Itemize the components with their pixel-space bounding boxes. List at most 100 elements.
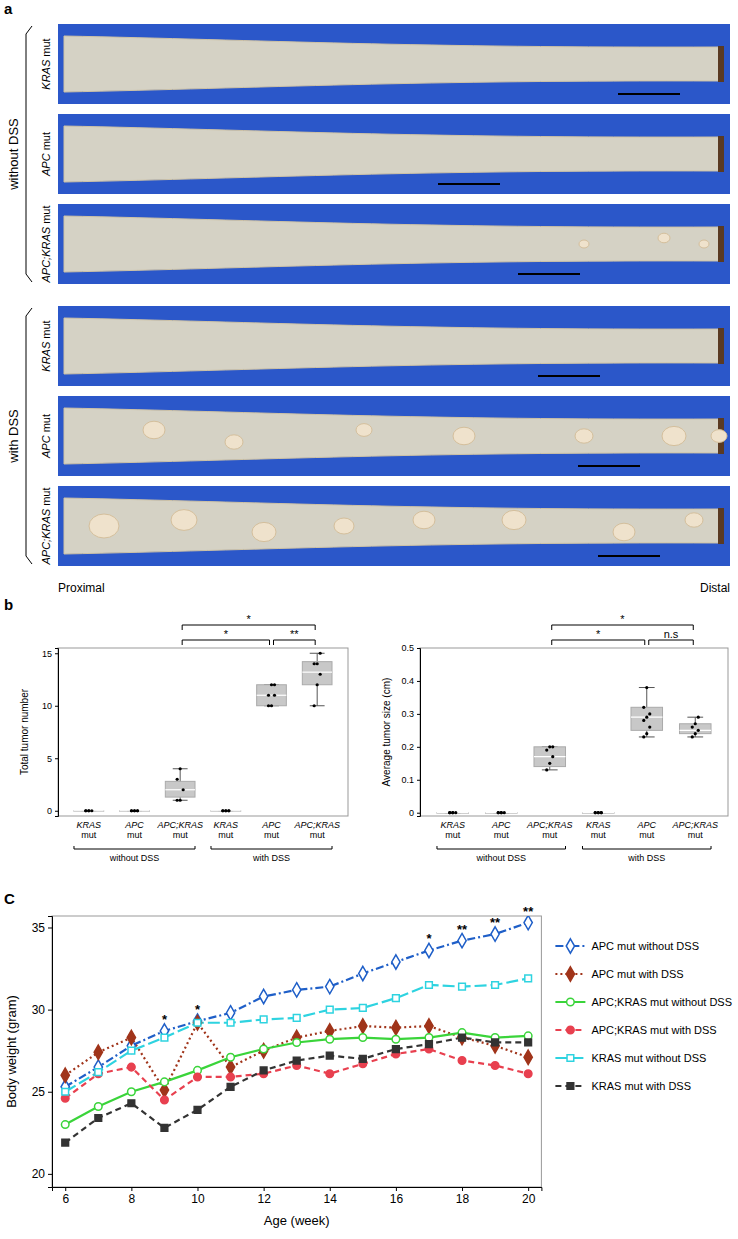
point (548, 745, 551, 748)
plot-area (61, 916, 532, 1146)
whisker-cap (310, 653, 325, 654)
marker (259, 1043, 267, 1057)
marker (392, 1035, 400, 1043)
tick: 12 (257, 1187, 271, 1206)
tick: 0 (47, 806, 58, 816)
marker (491, 1062, 499, 1070)
tick-mark (417, 681, 420, 682)
point (551, 755, 554, 758)
point (497, 811, 500, 814)
row-label: APC mut (40, 132, 52, 177)
point (545, 749, 548, 752)
tick-label: 0.2 (401, 742, 414, 752)
tumor (171, 510, 197, 531)
category-label: KRASmut (214, 820, 239, 840)
marker (95, 1069, 102, 1076)
tumor (356, 424, 372, 437)
colon-end (718, 508, 724, 544)
category-label: KRASmut (440, 820, 465, 840)
point (270, 683, 273, 686)
point (224, 809, 227, 812)
tick-mark (417, 780, 420, 781)
tick: 15 (42, 649, 58, 659)
y-axis: 00.10.20.30.40.5 (401, 643, 420, 818)
point (500, 811, 503, 814)
point (273, 683, 276, 686)
whisker-cap (687, 736, 703, 737)
colon (64, 36, 722, 92)
axis-title: Average tumor size (cm) (381, 678, 392, 787)
tick-label: 12 (257, 1192, 271, 1206)
tick-label: 0.1 (401, 775, 414, 785)
tumor (662, 426, 686, 445)
marker (226, 1006, 234, 1020)
row-label: APC;KRAS mut (40, 205, 52, 283)
legend-marker (567, 1026, 575, 1034)
colon (64, 408, 722, 464)
significance-label: * (247, 613, 252, 625)
marker (259, 989, 267, 1003)
colon-end (718, 46, 724, 82)
tumor (334, 518, 354, 534)
marker (260, 1067, 267, 1074)
marker (227, 1053, 235, 1061)
point (267, 694, 270, 697)
point (176, 799, 179, 802)
tick-label: 35 (32, 921, 46, 935)
tick-mark (330, 1187, 331, 1191)
marker (524, 1050, 532, 1064)
marker (393, 995, 400, 1002)
plot-frame (52, 916, 541, 1187)
tumor (502, 510, 526, 529)
tick-label: 0 (409, 808, 414, 818)
point (691, 725, 694, 728)
group-label: without DSS (475, 853, 526, 863)
legend-marker (567, 1083, 574, 1090)
marker (392, 955, 400, 969)
photo-background (58, 306, 730, 386)
marker (161, 1078, 169, 1086)
axis-line (417, 649, 421, 817)
tumor (89, 514, 119, 538)
tick: 0.1 (401, 775, 420, 785)
significance-bracket (182, 625, 315, 630)
point (224, 809, 227, 812)
group-label: with DSS (627, 853, 665, 863)
point (600, 811, 603, 814)
tick-mark (417, 714, 420, 715)
point (551, 745, 554, 748)
marker (326, 1035, 334, 1043)
y-axis: 20253035 (32, 917, 53, 1188)
tick-mark (48, 927, 52, 928)
median (165, 789, 195, 790)
tick-label: 20 (522, 1192, 536, 1206)
significance-label: ** (290, 628, 299, 640)
tumor (225, 435, 243, 449)
row-label: KRAS mut (40, 320, 52, 371)
point (451, 811, 454, 814)
scale-bar (518, 273, 580, 275)
point (548, 762, 551, 765)
tick-mark (65, 1187, 66, 1191)
photo-row (58, 486, 730, 566)
whisker-cap (542, 769, 558, 770)
plot-area (74, 652, 332, 813)
tick-label: 25 (32, 1085, 46, 1099)
marker (491, 1039, 499, 1053)
whisker-cap (687, 717, 703, 718)
tick: 20 (522, 1187, 536, 1206)
legend-label: KRAS mut with DSS (591, 1080, 691, 1092)
category-label: APC;KRASmut (526, 820, 573, 840)
photo-background (58, 486, 730, 566)
point (176, 778, 179, 781)
tick-label: 8 (129, 1192, 136, 1206)
series-line (65, 978, 528, 1091)
tick-mark (55, 706, 58, 707)
point (454, 811, 457, 814)
tick: 0.2 (401, 742, 420, 752)
tumor (413, 511, 435, 529)
photo-background (58, 396, 730, 476)
category-label: KRASmut (77, 820, 102, 840)
box (302, 662, 332, 685)
x-axis: 68101214161820 (53, 1187, 542, 1206)
